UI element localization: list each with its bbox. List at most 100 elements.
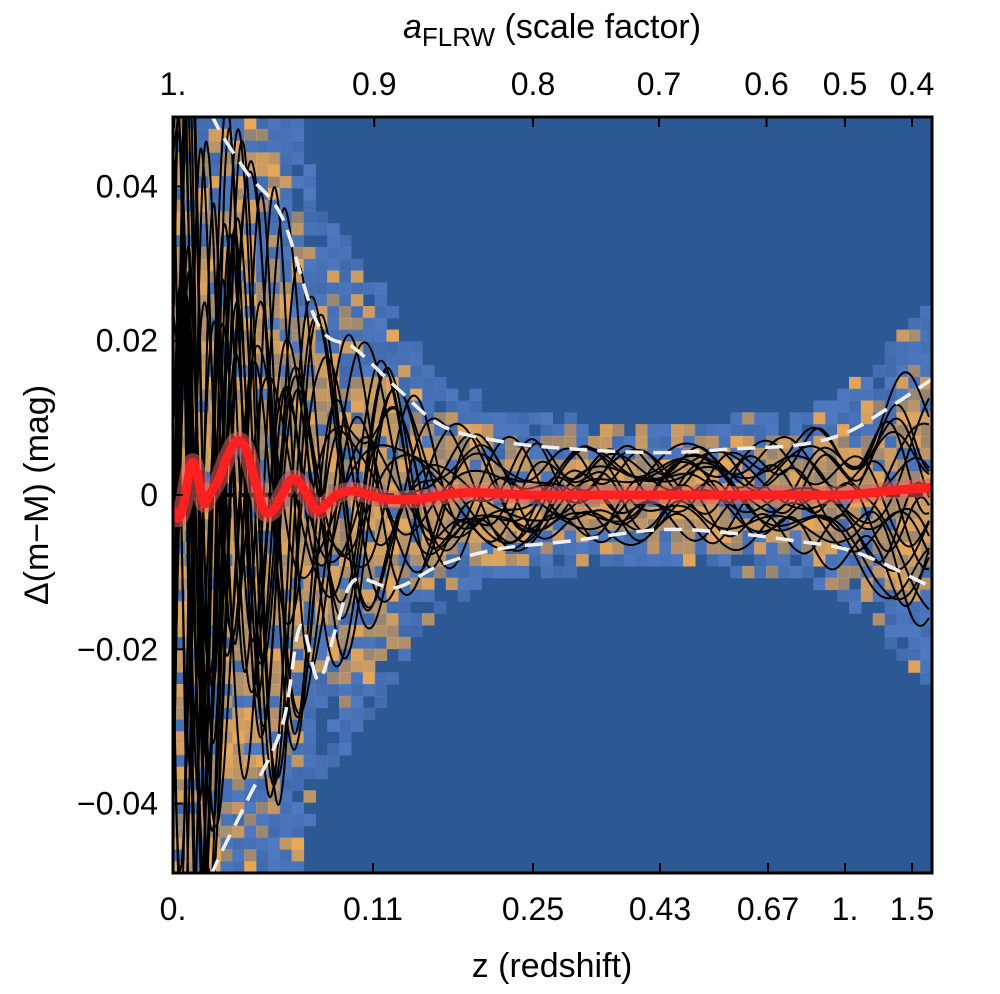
- heatmap-cell: [267, 825, 281, 839]
- heatmap-cell: [386, 624, 399, 638]
- heatmap-cell: [635, 542, 648, 555]
- heatmap-cell: [920, 624, 932, 638]
- heatmap-cell: [908, 400, 921, 413]
- x-axis-label: z (redshift): [472, 947, 633, 985]
- heatmap-cell: [232, 790, 245, 803]
- top-tick-label: 0.6: [744, 66, 788, 102]
- heatmap-cell: [884, 435, 898, 449]
- heatmap-cell: [279, 187, 293, 201]
- heatmap-cell: [386, 329, 399, 342]
- heatmap-cell: [635, 435, 648, 449]
- heatmap-cell: [303, 270, 316, 283]
- heatmap-cell: [884, 365, 898, 378]
- heatmap-cell: [611, 554, 625, 567]
- heatmap-cell: [801, 554, 814, 567]
- heatmap-cell: [766, 565, 779, 579]
- heatmap-cell: [766, 530, 779, 543]
- heatmap-cell: [267, 176, 281, 189]
- heatmap-cell: [291, 778, 305, 791]
- heatmap-cell: [291, 825, 305, 839]
- heatmap-cell: [339, 684, 352, 697]
- heatmap-cell: [315, 223, 328, 236]
- heatmap-cell: [493, 565, 506, 579]
- heatmap-cell: [291, 246, 305, 260]
- heatmap-cell: [659, 435, 672, 449]
- heatmap-cell: [896, 601, 909, 614]
- heatmap-cell: [659, 554, 672, 567]
- heatmap-cell: [208, 837, 222, 850]
- heatmap-cell: [920, 613, 932, 626]
- heatmap-cell: [244, 140, 257, 153]
- heatmap-cell: [386, 601, 399, 614]
- heatmap-cell: [291, 223, 305, 236]
- heatmap-cell: [279, 117, 293, 130]
- heatmap-cell: [872, 388, 886, 402]
- heatmap-cell: [611, 424, 625, 437]
- heatmap-cell: [256, 152, 269, 165]
- heatmap-cell: [410, 589, 423, 602]
- heatmap-cell: [256, 861, 269, 873]
- heatmap-cell: [872, 565, 886, 579]
- heatmap-cell: [564, 554, 577, 567]
- x-tick-label: 0.43: [629, 891, 691, 927]
- heatmap-cell: [896, 613, 909, 626]
- top-tick-label: 1.: [160, 66, 187, 102]
- heatmap-cell: [754, 565, 767, 579]
- heatmap-cell: [908, 648, 921, 661]
- heatmap-cell: [315, 246, 328, 260]
- heatmap-cell: [327, 258, 340, 272]
- heatmap-cell: [267, 246, 281, 260]
- heatmap-cell: [291, 117, 305, 130]
- heatmap-cell: [362, 707, 376, 720]
- sample-curve: [173, 217, 930, 787]
- heatmap-cell: [920, 341, 932, 354]
- heatmap-cell: [256, 849, 269, 862]
- heatmap-cell: [279, 790, 293, 803]
- heatmap-cell: [706, 424, 720, 437]
- heatmap-cell: [564, 435, 577, 449]
- heatmap-cell: [350, 648, 364, 661]
- heatmap-cell: [683, 518, 696, 531]
- heatmap-cell: [256, 802, 269, 815]
- heatmap-cell: [742, 565, 755, 579]
- heatmap-cell: [327, 235, 340, 248]
- heatmap-cell: [267, 837, 281, 850]
- heatmap-cell: [813, 400, 826, 413]
- heatmap-cell: [291, 672, 305, 685]
- heatmap-cell: [540, 424, 554, 437]
- heatmap-cell: [327, 719, 340, 732]
- heatmap-cell: [267, 695, 281, 709]
- heatmap-cell: [469, 412, 482, 425]
- heatmap-cell: [303, 577, 316, 591]
- heatmap-cell: [860, 376, 874, 390]
- heatmap-cell: [860, 589, 874, 602]
- sample-curve: [173, 117, 930, 799]
- heatmap-cell: [920, 424, 932, 437]
- heatmap-cell: [754, 554, 767, 567]
- heatmap-cell: [920, 435, 932, 449]
- heatmap-cell: [303, 211, 316, 224]
- heatmap-cell: [220, 790, 233, 803]
- heatmap-cell: [267, 317, 281, 331]
- heatmap-cell: [256, 235, 269, 248]
- heatmap-cell: [303, 790, 316, 803]
- x-tick-label: 1.: [832, 891, 859, 927]
- heatmap-cell: [920, 365, 932, 378]
- top-tick-label: 0.5: [823, 66, 867, 102]
- heatmap-cell: [884, 447, 898, 461]
- heatmap-cell: [837, 518, 850, 531]
- top-tick-label: 0.8: [511, 66, 555, 102]
- heatmap-cell: [208, 140, 222, 153]
- heatmap-cell: [505, 447, 518, 461]
- heatmap-cell: [422, 376, 435, 390]
- heatmap-cell: [173, 719, 186, 732]
- heatmap-cell: [433, 601, 447, 614]
- heatmap-cell: [220, 754, 233, 768]
- heatmap-cell: [884, 624, 898, 638]
- heatmap-cell: [267, 152, 281, 165]
- heatmap-cell: [279, 837, 293, 850]
- heatmap-cell: [837, 400, 850, 413]
- heatmap-cell: [339, 270, 352, 283]
- heatmap-cell: [291, 660, 305, 673]
